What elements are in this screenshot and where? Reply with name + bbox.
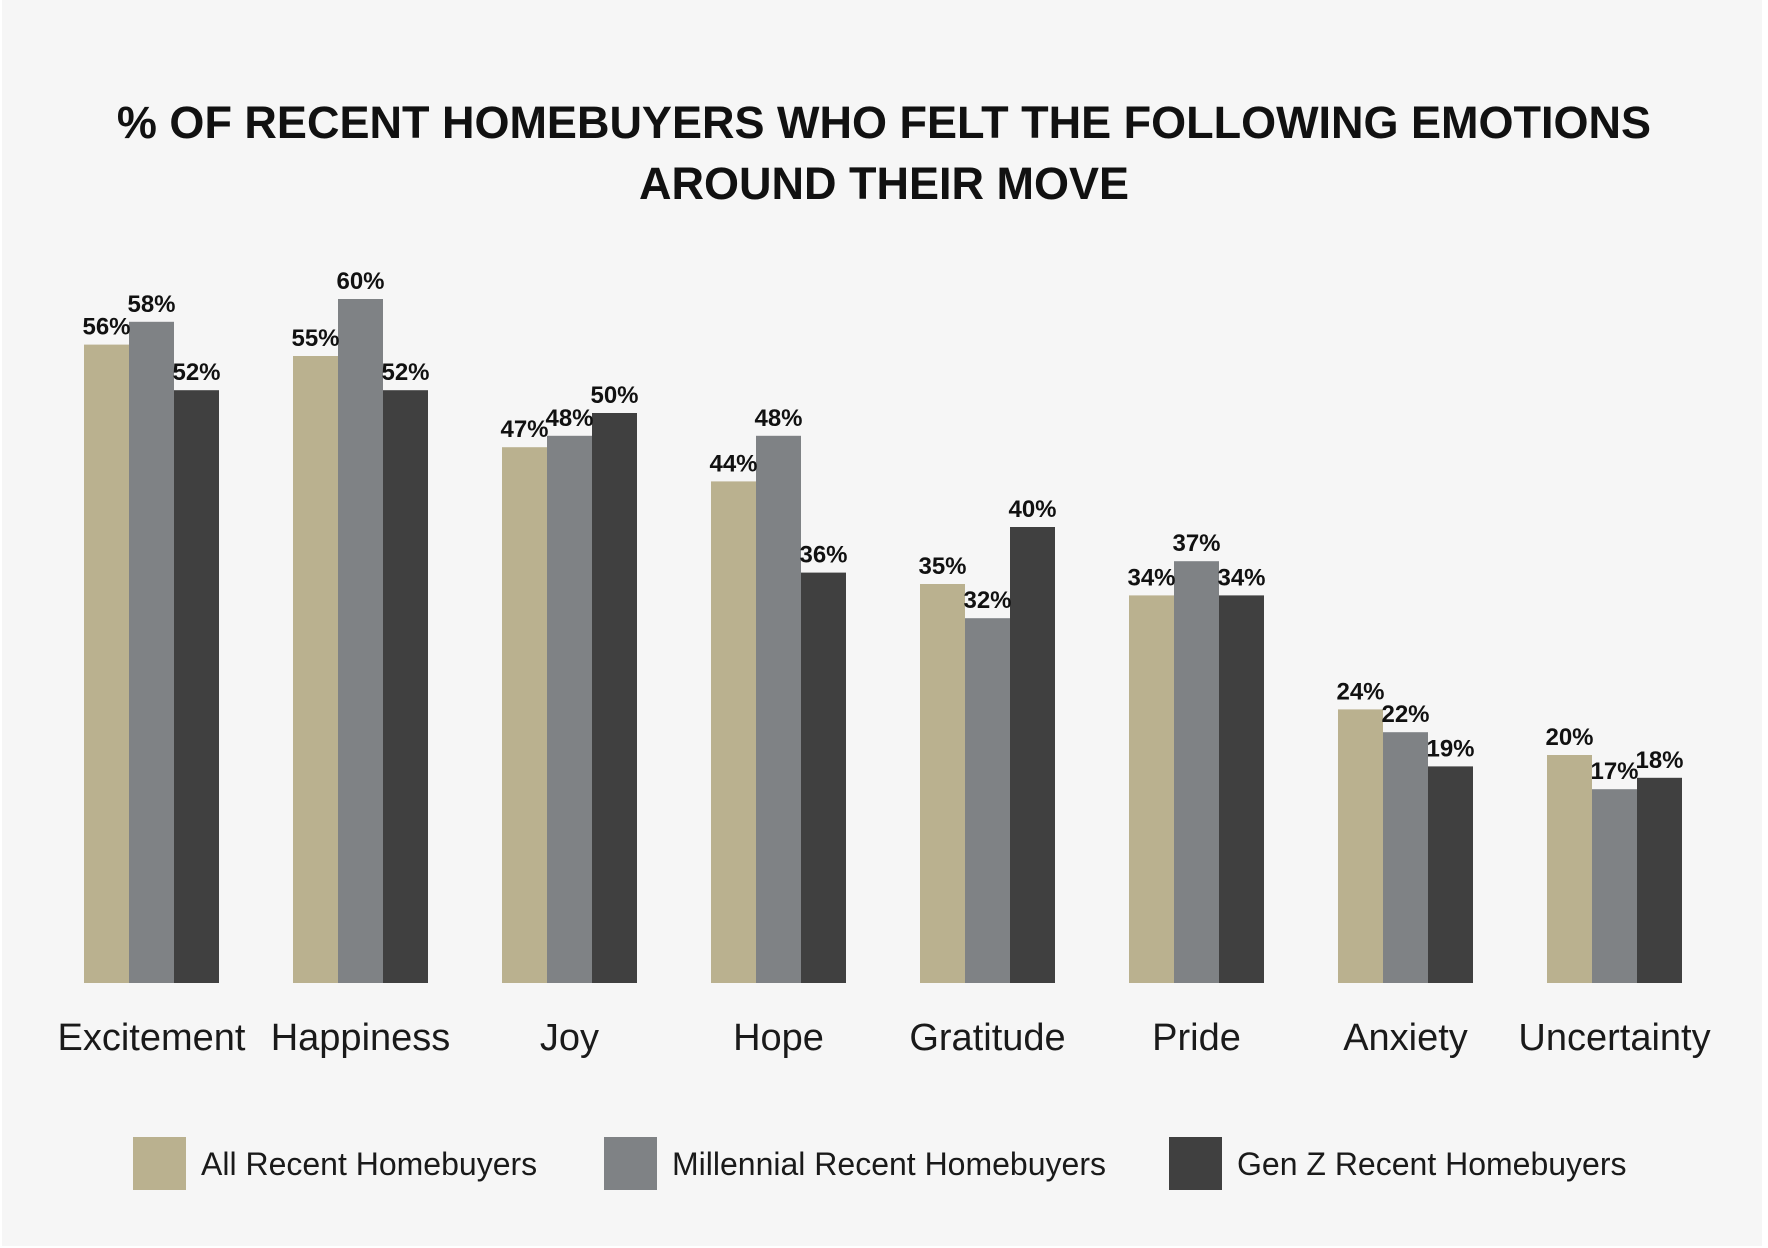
legend-item-all-recent-homebuyers: All Recent Homebuyers [133,1137,537,1190]
bar-uncertainty-gen-z-recent-homebuyers [1637,777,1682,983]
value-label-hope-gen-z-recent-homebuyers: 36% [799,542,847,569]
bar-anxiety-all-recent-homebuyers [1338,709,1383,983]
value-label-hope-all-recent-homebuyers: 44% [709,450,757,477]
category-label-happiness: Happiness [271,1017,451,1059]
bar-gratitude-gen-z-recent-homebuyers [1010,527,1055,983]
category-label-gratitude: Gratitude [909,1017,1065,1059]
bar-hope-all-recent-homebuyers [711,481,756,983]
value-label-happiness-millennial-recent-homebuyers: 60% [336,268,384,295]
chart-title-line-1: % OF RECENT HOMEBUYERS WHO FELT THE FOLL… [117,97,1651,148]
bar-excitement-all-recent-homebuyers [84,344,129,984]
value-label-happiness-gen-z-recent-homebuyers: 52% [381,359,429,386]
bar-pride-all-recent-homebuyers [1129,595,1174,983]
category-label-joy: Joy [540,1017,599,1059]
legend: All Recent Homebuyers Millennial Recent H… [133,1137,1627,1190]
bar-happiness-gen-z-recent-homebuyers [383,390,428,983]
value-label-excitement-gen-z-recent-homebuyers: 52% [172,359,220,386]
value-label-joy-all-recent-homebuyers: 47% [500,416,548,443]
category-label-excitement: Excitement [58,1017,246,1059]
category-label-anxiety: Anxiety [1343,1017,1468,1059]
bar-gratitude-millennial-recent-homebuyers [965,618,1010,983]
value-label-gratitude-all-recent-homebuyers: 35% [918,553,966,580]
value-label-hope-millennial-recent-homebuyers: 48% [754,405,802,432]
bar-excitement-gen-z-recent-homebuyers [174,390,219,983]
bars-layer [84,299,1682,984]
value-label-anxiety-millennial-recent-homebuyers: 22% [1381,701,1429,728]
category-label-pride: Pride [1152,1017,1241,1059]
value-label-uncertainty-all-recent-homebuyers: 20% [1545,724,1593,751]
legend-label-all-recent-homebuyers: All Recent Homebuyers [201,1146,537,1182]
legend-item-millennial-recent-homebuyers: Millennial Recent Homebuyers [604,1137,1106,1190]
chart-title-line-2: AROUND THEIR MOVE [639,158,1129,209]
legend-item-gen-z-recent-homebuyers: Gen Z Recent Homebuyers [1169,1137,1627,1190]
bar-happiness-millennial-recent-homebuyers [338,299,383,983]
bar-joy-gen-z-recent-homebuyers [592,413,637,983]
value-label-pride-millennial-recent-homebuyers: 37% [1172,530,1220,557]
bar-gratitude-all-recent-homebuyers [920,584,965,983]
category-label-uncertainty: Uncertainty [1518,1017,1710,1059]
chart-title: % OF RECENT HOMEBUYERS WHO FELT THE FOLL… [117,97,1651,209]
bar-anxiety-gen-z-recent-homebuyers [1428,766,1473,983]
bar-excitement-millennial-recent-homebuyers [129,321,174,983]
value-label-joy-millennial-recent-homebuyers: 48% [545,405,593,432]
bar-pride-millennial-recent-homebuyers [1174,561,1219,983]
legend-swatch-millennial-recent-homebuyers [604,1137,657,1190]
category-labels-layer: Excitement Happiness Joy Hope Gratitude Pride… [58,1017,1711,1059]
value-label-excitement-millennial-recent-homebuyers: 58% [127,291,175,318]
value-label-anxiety-all-recent-homebuyers: 24% [1336,678,1384,705]
bar-hope-millennial-recent-homebuyers [756,435,801,983]
legend-swatch-gen-z-recent-homebuyers [1169,1137,1222,1190]
value-label-happiness-all-recent-homebuyers: 55% [291,325,339,352]
legend-label-gen-z-recent-homebuyers: Gen Z Recent Homebuyers [1237,1146,1627,1182]
value-label-pride-all-recent-homebuyers: 34% [1127,564,1175,591]
value-label-uncertainty-gen-z-recent-homebuyers: 18% [1635,747,1683,774]
bar-uncertainty-millennial-recent-homebuyers [1592,789,1637,983]
value-label-uncertainty-millennial-recent-homebuyers: 17% [1590,758,1638,785]
bar-anxiety-millennial-recent-homebuyers [1383,732,1428,983]
value-label-anxiety-gen-z-recent-homebuyers: 19% [1426,735,1474,762]
bar-pride-gen-z-recent-homebuyers [1219,595,1264,983]
bar-joy-millennial-recent-homebuyers [547,435,592,983]
legend-label-millennial-recent-homebuyers: Millennial Recent Homebuyers [672,1146,1106,1182]
bar-happiness-all-recent-homebuyers [293,356,338,983]
bar-uncertainty-all-recent-homebuyers [1547,755,1592,983]
value-label-excitement-all-recent-homebuyers: 56% [82,314,130,341]
value-label-joy-gen-z-recent-homebuyers: 50% [590,382,638,409]
category-label-hope: Hope [733,1017,824,1059]
value-label-gratitude-millennial-recent-homebuyers: 32% [963,587,1011,614]
value-label-pride-gen-z-recent-homebuyers: 34% [1217,564,1265,591]
legend-swatch-all-recent-homebuyers [133,1137,186,1190]
bar-hope-gen-z-recent-homebuyers [801,572,846,983]
value-labels-layer: 56%58%52%55%60%52%47%48%50%44%48%36% 35%3… [82,268,1683,785]
bar-joy-all-recent-homebuyers [502,447,547,983]
value-label-gratitude-gen-z-recent-homebuyers: 40% [1008,496,1056,523]
